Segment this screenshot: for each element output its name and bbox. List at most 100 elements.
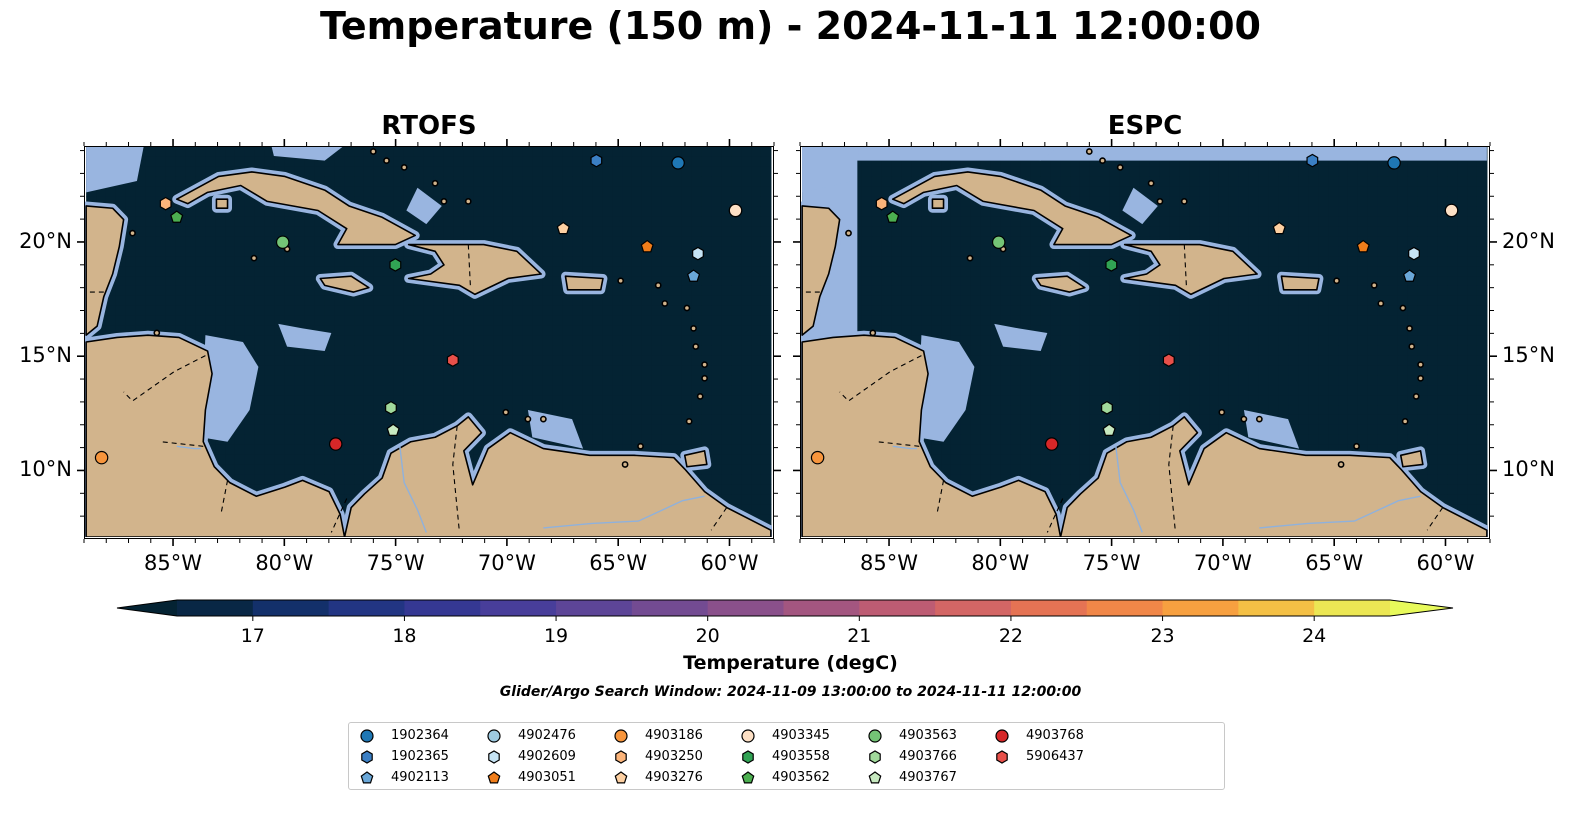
- float-marker-4903186: [94, 450, 109, 465]
- float-marker-4903186: [810, 450, 825, 465]
- colorbar-bin: [859, 600, 936, 616]
- colorbar-bin: [328, 600, 405, 616]
- small-island: [1417, 361, 1424, 369]
- small-island: [685, 417, 693, 425]
- legend-marker-4903768: [995, 729, 1009, 743]
- small-island: [621, 461, 629, 468]
- small-island: [683, 304, 691, 312]
- country-border: [330, 498, 348, 533]
- float-marker-4903768: [1044, 437, 1059, 451]
- legend-label: 4903768: [1026, 728, 1084, 743]
- land-mass: [801, 205, 841, 336]
- small-island: [1370, 281, 1378, 289]
- small-island: [845, 229, 852, 237]
- land-mass: [407, 243, 542, 296]
- legend-label: 4903563: [899, 728, 957, 743]
- float-markers: [94, 153, 743, 465]
- longitude-tick-label: 75°W: [1082, 551, 1141, 575]
- longitude-tick-label: 60°W: [700, 551, 759, 575]
- legend-marker-4903051: [487, 771, 501, 784]
- legend-label: 5906437: [1026, 749, 1084, 764]
- legend-label: 4903345: [772, 728, 830, 743]
- float-marker-1902365: [1306, 153, 1319, 168]
- small-island: [1417, 374, 1424, 382]
- legend-label: 4903562: [772, 770, 830, 785]
- colorbar-tick-label: 17: [240, 625, 265, 647]
- land-mass: [1399, 450, 1424, 468]
- colorbar-tick-label: 20: [695, 625, 720, 647]
- float-marker-4902113: [1403, 269, 1417, 282]
- small-island: [502, 408, 510, 416]
- colorbar-bin: [783, 600, 860, 616]
- float-marker-1902364: [671, 156, 685, 170]
- colorbar-tick-label: 23: [1150, 625, 1175, 647]
- small-island: [701, 374, 708, 382]
- colorbar-bin: [404, 600, 481, 616]
- temperature-colorbar: [116, 599, 1454, 621]
- float-marker-4903562: [170, 210, 184, 223]
- float-marker-4903766: [385, 400, 397, 415]
- small-island: [661, 300, 669, 307]
- colorbar-tick-label: 22: [998, 625, 1024, 647]
- small-island: [129, 229, 136, 237]
- small-island: [153, 329, 161, 337]
- small-island: [966, 254, 974, 262]
- legend-marker-4903250: [615, 750, 627, 764]
- map-axis-ticks: [77, 139, 1497, 546]
- legend-marker-4903766: [869, 750, 881, 764]
- land-mass: [85, 205, 125, 336]
- longitude-tick-label: 85°W: [860, 551, 919, 575]
- small-island: [1337, 461, 1345, 468]
- legend-label: 4902476: [518, 728, 576, 743]
- river: [892, 445, 917, 450]
- small-island: [1377, 300, 1385, 307]
- land-mass: [319, 275, 370, 293]
- small-island: [696, 393, 704, 400]
- shallow-shelf: [200, 335, 259, 442]
- land-mass: [683, 450, 708, 468]
- float-marker-4903562: [886, 210, 900, 223]
- longitude-tick-label: 85°W: [144, 551, 203, 575]
- land-mass: [1280, 275, 1320, 291]
- small-island: [1399, 304, 1407, 312]
- country-border: [123, 355, 206, 402]
- figure-title: Temperature (150 m) - 2024-11-11 12:00:0…: [319, 4, 1261, 48]
- small-island: [383, 157, 390, 164]
- float-marker-4903768: [328, 437, 343, 451]
- land-mass: [1123, 243, 1258, 296]
- land-mass: [85, 334, 346, 537]
- country-border: [710, 507, 728, 531]
- country-border: [936, 480, 945, 515]
- small-island: [400, 164, 408, 171]
- colorbar-label: Temperature (degC): [683, 652, 898, 674]
- legend-label: 4903558: [772, 749, 830, 764]
- land-mass: [891, 171, 1132, 246]
- float-marker-4903766: [1101, 400, 1113, 415]
- longitude-tick-label: 60°W: [1416, 551, 1475, 575]
- small-island: [1180, 198, 1188, 205]
- legend-marker-4902476: [487, 729, 501, 743]
- colorbar-bin: [631, 600, 709, 616]
- small-island: [1333, 277, 1341, 285]
- longitude-tick-label: 70°W: [477, 551, 536, 575]
- shallow-shelf: [1122, 187, 1158, 225]
- float-marker-5906437: [446, 353, 459, 367]
- longitude-tick-label: 70°W: [1193, 551, 1252, 575]
- float-markers: [810, 153, 1459, 465]
- espc-map: [800, 146, 1490, 539]
- latitude-tick-label: 10°N: [19, 457, 72, 482]
- longitude-tick-label: 80°W: [971, 551, 1030, 575]
- legend-marker-4903563: [868, 729, 882, 743]
- small-island: [431, 179, 439, 187]
- land-mass: [801, 334, 1062, 537]
- shallow-shelf: [987, 147, 1059, 161]
- colorbar-bin: [1010, 600, 1088, 616]
- legend-label: 4903051: [518, 770, 576, 785]
- colorbar-bin: [480, 600, 557, 616]
- colorbar-bin: [1314, 600, 1391, 616]
- rtofs-map: [84, 146, 774, 539]
- legend-label: 4902113: [391, 770, 449, 785]
- small-island: [869, 329, 877, 337]
- colorbar-bin: [1162, 600, 1239, 616]
- country-border: [839, 355, 922, 402]
